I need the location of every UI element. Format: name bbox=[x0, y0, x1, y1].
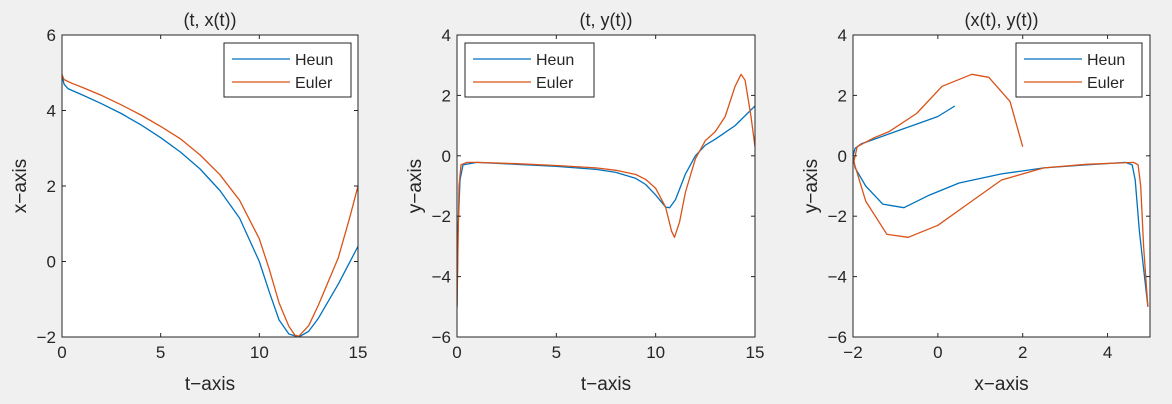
y-tick-label: −4 bbox=[828, 268, 847, 287]
legend-label-heun: Heun bbox=[295, 52, 333, 69]
series-line-heun bbox=[457, 105, 755, 307]
subplot-2: 0 5 10 15 −6 −4 −2 0 2 4 (t, y(t)) t−axis y−axis Heun… bbox=[405, 10, 764, 395]
x-tick-label: 2 bbox=[1018, 343, 1027, 362]
legend: Heun Euler bbox=[464, 42, 595, 98]
axes-frame bbox=[456, 34, 756, 338]
x-axis-label: t−axis bbox=[581, 374, 631, 395]
x-tick-label: 0 bbox=[933, 343, 942, 362]
chart-title: (t, y(t)) bbox=[580, 10, 633, 30]
legend-label-euler: Euler bbox=[295, 75, 333, 92]
y-tick-label: −2 bbox=[37, 328, 56, 347]
x-axis-label: x−axis bbox=[974, 374, 1028, 395]
y-tick-label: 2 bbox=[838, 86, 847, 105]
legend-box bbox=[464, 42, 595, 98]
x-tick-label: 5 bbox=[552, 343, 561, 362]
x-tick-label: 4 bbox=[1103, 343, 1112, 362]
x-tick-label: −2 bbox=[843, 343, 862, 362]
y-tick-label: −2 bbox=[828, 207, 847, 226]
axes-frame bbox=[852, 34, 1151, 338]
legend-label-euler: Euler bbox=[1087, 75, 1125, 92]
x-tick-label: 15 bbox=[746, 343, 765, 362]
y-tick-label: 0 bbox=[838, 147, 847, 166]
x-tick-label: 10 bbox=[646, 343, 665, 362]
x-tick-label: 0 bbox=[57, 343, 66, 362]
y-tick-label: −2 bbox=[432, 207, 451, 226]
y-tick-label: −6 bbox=[432, 328, 451, 347]
series-line-euler bbox=[853, 73, 1149, 307]
y-tick-label: −4 bbox=[432, 268, 451, 287]
y-tick-label: 4 bbox=[442, 26, 451, 45]
x-tick-label: 10 bbox=[250, 343, 269, 362]
legend-box bbox=[223, 42, 352, 98]
y-tick-label: 4 bbox=[47, 102, 56, 121]
legend-label-euler: Euler bbox=[536, 75, 574, 92]
x-tick-label: 15 bbox=[349, 343, 368, 362]
legend: Heun Euler bbox=[223, 42, 352, 98]
x-axis-label: t−axis bbox=[185, 374, 235, 395]
y-tick-label: 4 bbox=[838, 26, 847, 45]
y-tick-label: 0 bbox=[47, 253, 56, 272]
series-line-euler bbox=[62, 74, 358, 337]
y-tick-label: −6 bbox=[828, 328, 847, 347]
x-tick-label: 5 bbox=[156, 343, 165, 362]
y-axis-label: x−axis bbox=[10, 159, 31, 213]
y-axis-label: y−axis bbox=[405, 159, 426, 213]
y-tick-label: 6 bbox=[47, 26, 56, 45]
legend-label-heun: Heun bbox=[1087, 52, 1125, 69]
legend: Heun Euler bbox=[1015, 42, 1143, 98]
legend-label-heun: Heun bbox=[536, 52, 574, 69]
subplot-3: −2 0 2 4 −6 −4 −2 0 2 4 (x(t), y(t)) x−axis y−axis He… bbox=[801, 10, 1151, 395]
y-tick-label: 0 bbox=[442, 147, 451, 166]
y-axis-label: y−axis bbox=[801, 159, 822, 213]
x-tick-label: 0 bbox=[452, 343, 461, 362]
chart-title: (t, x(t)) bbox=[184, 10, 237, 30]
series-line-heun bbox=[62, 74, 358, 337]
series-line-heun bbox=[853, 105, 1149, 307]
legend-box bbox=[1015, 42, 1143, 98]
chart-title: (x(t), y(t)) bbox=[965, 10, 1039, 30]
y-tick-label: 2 bbox=[47, 177, 56, 196]
y-tick-label: 2 bbox=[442, 86, 451, 105]
series-line-euler bbox=[457, 73, 755, 307]
